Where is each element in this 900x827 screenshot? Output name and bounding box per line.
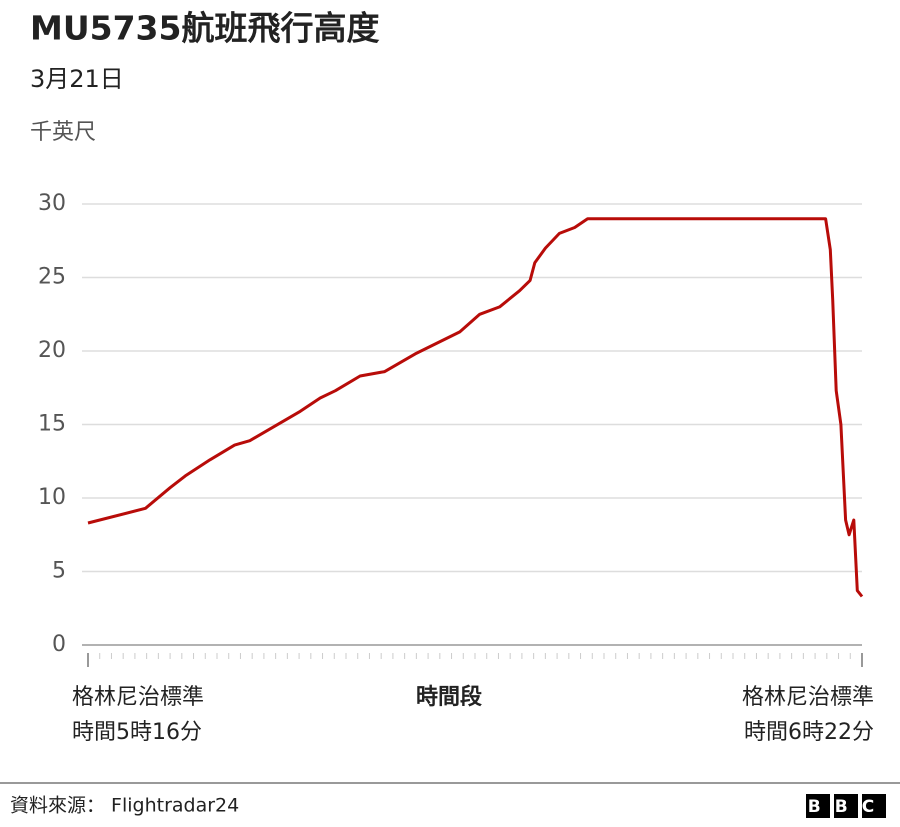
y-tick-label: 0 <box>52 632 66 657</box>
x-end-label: 格林尼治標準 時間6時22分 <box>741 685 874 745</box>
source: 資料來源： Flightradar24 <box>10 795 239 817</box>
chart-title: MU5735航班飛行高度 <box>30 9 379 48</box>
chart-subtitle: 3月21日 <box>30 65 124 93</box>
y-tick-label: 30 <box>38 191 66 216</box>
x-axis-label: 時間段 <box>416 684 482 710</box>
y-tick-label: 10 <box>38 485 66 510</box>
y-axis-label: 千英尺 <box>30 120 96 145</box>
y-tick-label: 25 <box>38 265 66 290</box>
altitude-line <box>87 217 864 598</box>
logo-block <box>806 794 830 818</box>
logo-block <box>834 794 858 818</box>
logo-block <box>862 794 886 818</box>
y-tick-label: 5 <box>52 559 66 584</box>
y-tick-label: 20 <box>38 338 66 363</box>
y-tick-label: 15 <box>38 412 66 437</box>
x-start-label: 格林尼治標準 時間5時16分 <box>72 685 205 745</box>
logo-text: BBC <box>808 797 888 817</box>
